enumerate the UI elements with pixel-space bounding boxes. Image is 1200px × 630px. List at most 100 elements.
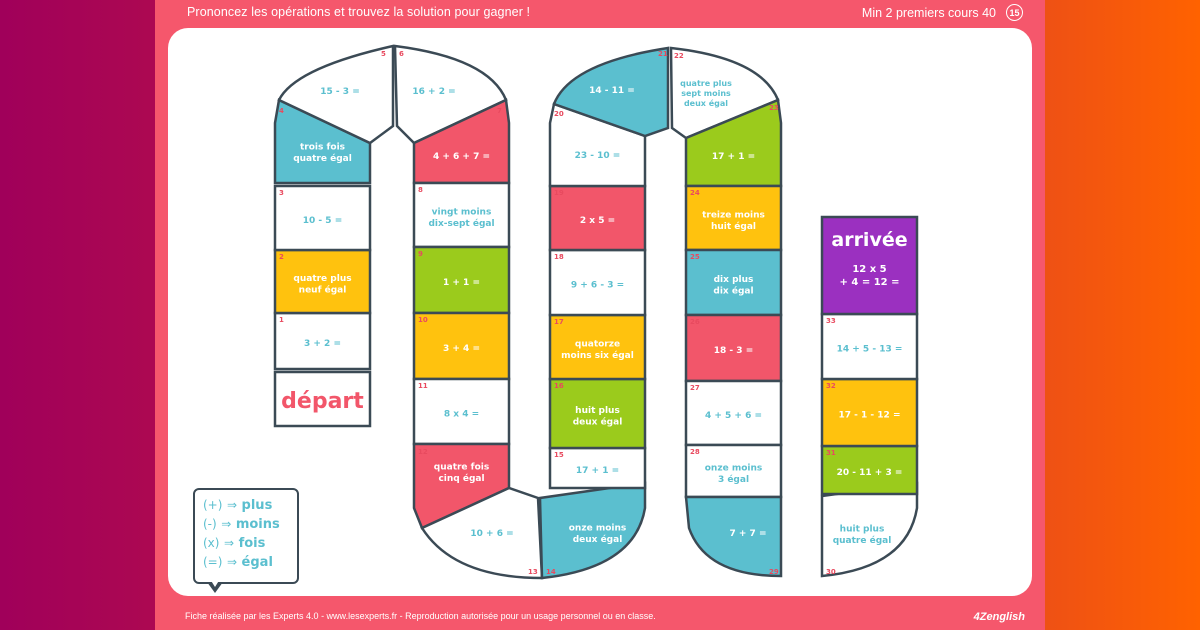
- footer-credits: Fiche réalisée par les Experts 4.0 - www…: [185, 611, 656, 621]
- board-cell-15: 15 17 + 1 =: [548, 446, 647, 490]
- cell-text: onze moins: [569, 524, 626, 534]
- finish-operation: + 4 = 12 =: [840, 277, 900, 288]
- cell-number: 33: [826, 317, 836, 325]
- cell-text: 15 - 3 =: [320, 87, 359, 97]
- board-cell-11: 11 8 x 4 =: [412, 377, 511, 446]
- legend-row-equals: (=) ⇒ égal: [203, 555, 273, 570]
- cell-text: 3 + 2 =: [304, 339, 341, 349]
- cell-number: 20: [554, 110, 564, 118]
- board-cell-7: 7 4 + 6 + 7 =: [412, 98, 511, 185]
- board-cell-21: 21 14 - 11 =: [552, 46, 670, 138]
- cell-number: 32: [826, 382, 836, 390]
- cell-text: 18 - 3 =: [714, 346, 753, 356]
- board-cell-27: 27 4 + 5 + 6 =: [684, 379, 783, 447]
- cell-number: 3: [279, 189, 284, 197]
- board-sheet: départ 1 3 + 2 = 2 quatre plus neuf égal 3 10 -…: [168, 28, 1032, 596]
- cell-text: onze moins: [705, 464, 762, 474]
- cell-number: 29: [769, 568, 779, 576]
- cell-number: 31: [826, 449, 836, 457]
- board-cell-26: 26 18 - 3 =: [684, 313, 783, 383]
- cell-text: 17 - 1 - 12 =: [839, 411, 901, 421]
- cell-text: 17 + 1 =: [576, 466, 619, 476]
- speech-bubble-tail: [207, 579, 223, 593]
- board-cell-5: 5 15 - 3 =: [277, 44, 395, 145]
- cell-text: quatre égal: [293, 153, 352, 164]
- cell-text: quatre égal: [833, 535, 892, 546]
- level-label: Min 2 premiers cours 40: [861, 5, 996, 20]
- cell-text: 3 + 4 =: [443, 344, 480, 354]
- game-card: Prononcez les opérations et trouvez la s…: [155, 0, 1045, 630]
- cell-text: moins six égal: [561, 350, 634, 361]
- cell-number: 8: [418, 186, 423, 194]
- publisher-logo: 4Zenglish: [973, 611, 1025, 623]
- cell-text: 10 + 6 =: [470, 529, 513, 539]
- cell-number: 14: [546, 568, 556, 576]
- cell-number: 2: [279, 253, 284, 261]
- cell-text: deux égal: [573, 416, 623, 427]
- cell-text: dix-sept égal: [428, 218, 494, 229]
- finish-label: arrivée: [831, 229, 907, 251]
- cell-number: 15: [554, 451, 564, 459]
- cell-text: quatre plus: [293, 274, 351, 284]
- cell-number: 13: [528, 568, 538, 576]
- cell-number: 22: [674, 52, 684, 60]
- cell-text: 7 + 7 =: [729, 529, 766, 539]
- cell-number: 16: [554, 382, 564, 390]
- cell-text: 10 - 5 =: [303, 216, 342, 226]
- legend-row-times: (x) ⇒ fois: [203, 536, 266, 551]
- cell-number: 18: [554, 253, 564, 261]
- cell-number: 23: [769, 104, 779, 112]
- cell-number: 17: [554, 318, 564, 326]
- cell-text: deux égal: [684, 98, 728, 108]
- cell-number: 28: [690, 448, 700, 456]
- cell-text: vingt moins: [432, 208, 492, 218]
- board-cell-1: 1 3 + 2 =: [273, 311, 372, 371]
- cell-number: 26: [690, 318, 700, 326]
- board-cell-29: 29 7 + 7 =: [684, 495, 783, 578]
- cell-number: 7: [497, 107, 502, 115]
- board-cell-31: 31 20 - 11 + 3 =: [820, 444, 919, 496]
- instructions-title: Prononcez les opérations et trouvez la s…: [187, 5, 531, 19]
- cell-text: dix égal: [713, 285, 753, 296]
- board-cell-18: 18 9 + 6 - 3 =: [548, 248, 647, 317]
- cell-number: 19: [554, 189, 564, 197]
- cell-text: 14 + 5 - 13 =: [837, 345, 903, 355]
- finish-cell: arrivée 12 x 5 + 4 = 12 =: [820, 215, 919, 316]
- cell-text: 14 - 11 =: [589, 86, 635, 96]
- cell-number: 12: [418, 448, 428, 456]
- cell-text: huit égal: [711, 221, 756, 232]
- cell-number: 10: [418, 316, 428, 324]
- board-cell-33: 33 14 + 5 - 13 =: [820, 312, 919, 381]
- cell-number: 9: [418, 250, 423, 258]
- cell-number: 24: [690, 189, 700, 197]
- finish-operation: 12 x 5: [852, 264, 886, 275]
- cell-text: quatre fois: [434, 463, 489, 473]
- cell-text: 16 + 2 =: [412, 87, 455, 97]
- cell-text: 20 - 11 + 3 =: [837, 468, 903, 478]
- start-cell: départ: [273, 370, 372, 428]
- legend-row-plus: (+) ⇒ plus: [203, 498, 273, 513]
- page-number-badge: 15: [1006, 4, 1023, 21]
- board-cell-19: 19 2 x 5 =: [548, 184, 647, 252]
- cell-text: 8 x 4 =: [444, 410, 479, 420]
- cell-text: huit plus: [840, 525, 885, 535]
- cell-text: 23 - 10 =: [575, 151, 621, 161]
- cell-number: 30: [826, 568, 836, 576]
- start-label: départ: [281, 389, 364, 414]
- cell-text: 1 + 1 =: [443, 278, 480, 288]
- cell-text: quatorze: [575, 340, 620, 350]
- board-cell-32: 32 17 - 1 - 12 =: [820, 377, 919, 448]
- cell-text: deux égal: [573, 534, 623, 545]
- legend-box: (+) ⇒ plus (-) ⇒ moins (x) ⇒ fois (=) ⇒ …: [193, 488, 299, 593]
- cell-text: 2 x 5 =: [580, 216, 615, 226]
- cell-number: 4: [279, 107, 284, 115]
